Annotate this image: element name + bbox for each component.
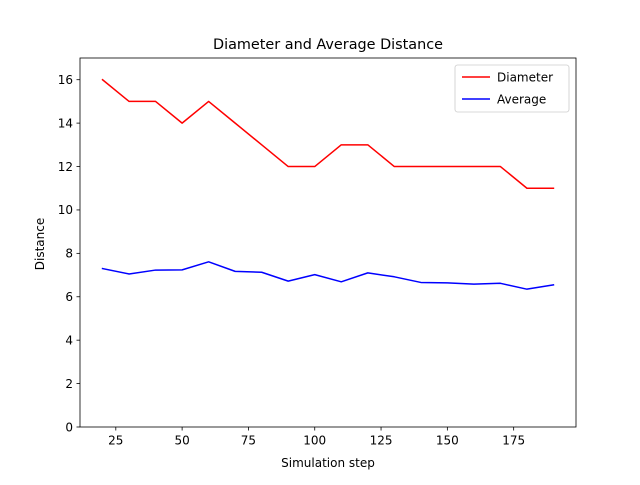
x-tick-label: 50: [174, 434, 189, 448]
plot-layer: 25 50 75 100 125 150 175 0 2 4 6 8 10 12 14 16 Diameter A…: [58, 57, 577, 448]
x-tick-label: 125: [370, 434, 393, 448]
x-tick-label: 25: [108, 434, 123, 448]
x-tick-label: 175: [502, 434, 525, 448]
legend-label-diameter: Diameter: [497, 70, 553, 84]
y-tick-label: 8: [65, 247, 73, 261]
plot-frame: [79, 57, 577, 428]
series-line-diameter: [101, 78, 555, 189]
y-tick-label: 10: [58, 203, 73, 217]
y-tick-label: 4: [65, 333, 73, 347]
y-axis-label: Distance: [33, 218, 47, 270]
y-tick-label: 0: [65, 420, 73, 434]
y-tick-label: 16: [58, 73, 73, 87]
x-tick-label: 75: [241, 434, 256, 448]
series-line-average: [101, 261, 555, 290]
y-tick-label: 2: [65, 377, 73, 391]
legend-label-average: Average: [497, 92, 546, 106]
chart-title: Diameter and Average Distance: [213, 37, 443, 53]
x-tick-label: 150: [436, 434, 459, 448]
y-tick-label: 12: [58, 160, 73, 174]
x-tick-label: 100: [303, 434, 326, 448]
y-tick-label: 6: [65, 290, 73, 304]
x-axis-label: Simulation step: [281, 456, 375, 470]
y-tick-label: 14: [58, 116, 73, 130]
